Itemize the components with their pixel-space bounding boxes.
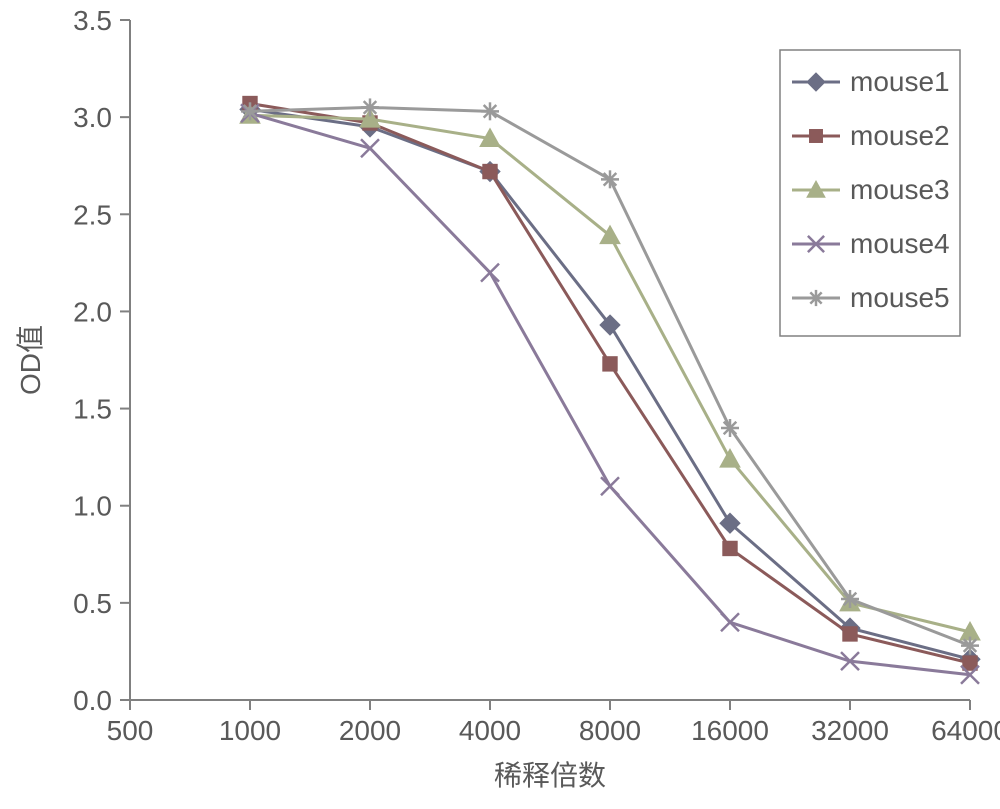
y-tick-label: 0.0: [73, 685, 112, 716]
legend-label: mouse4: [850, 228, 950, 259]
x-tick-label: 8000: [579, 715, 641, 746]
x-tick-label: 1000: [219, 715, 281, 746]
y-tick-label: 1.5: [73, 394, 112, 425]
y-axis-label: OD值: [15, 325, 46, 395]
x-tick-label: 4000: [459, 715, 521, 746]
y-tick-label: 2.5: [73, 199, 112, 230]
legend-label: mouse5: [850, 282, 950, 313]
legend-label: mouse1: [850, 66, 950, 97]
legend: mouse1 mouse2 mouse3 mouse4 mouse5: [780, 50, 960, 336]
chart-container: 0.0 0.5 1.0 1.5 2.0 2.5 3.0 3.5 500 1000 2000 4000 8…: [0, 0, 1000, 809]
line-chart: 0.0 0.5 1.0 1.5 2.0 2.5 3.0 3.5 500 1000 2000 4000 8…: [0, 0, 1000, 809]
y-tick-label: 2.0: [73, 296, 112, 327]
y-tick-label: 1.0: [73, 491, 112, 522]
y-tick-label: 3.5: [73, 5, 112, 36]
x-tick-label: 64000: [931, 715, 1000, 746]
x-tick-label: 16000: [691, 715, 769, 746]
x-tick-label: 500: [107, 715, 154, 746]
x-tick-label: 2000: [339, 715, 401, 746]
legend-label: mouse3: [850, 174, 950, 205]
x-tick-label: 32000: [811, 715, 889, 746]
y-tick-label: 0.5: [73, 588, 112, 619]
y-tick-label: 3.0: [73, 102, 112, 133]
legend-label: mouse2: [850, 120, 950, 151]
x-axis-label: 稀释倍数: [494, 760, 606, 791]
